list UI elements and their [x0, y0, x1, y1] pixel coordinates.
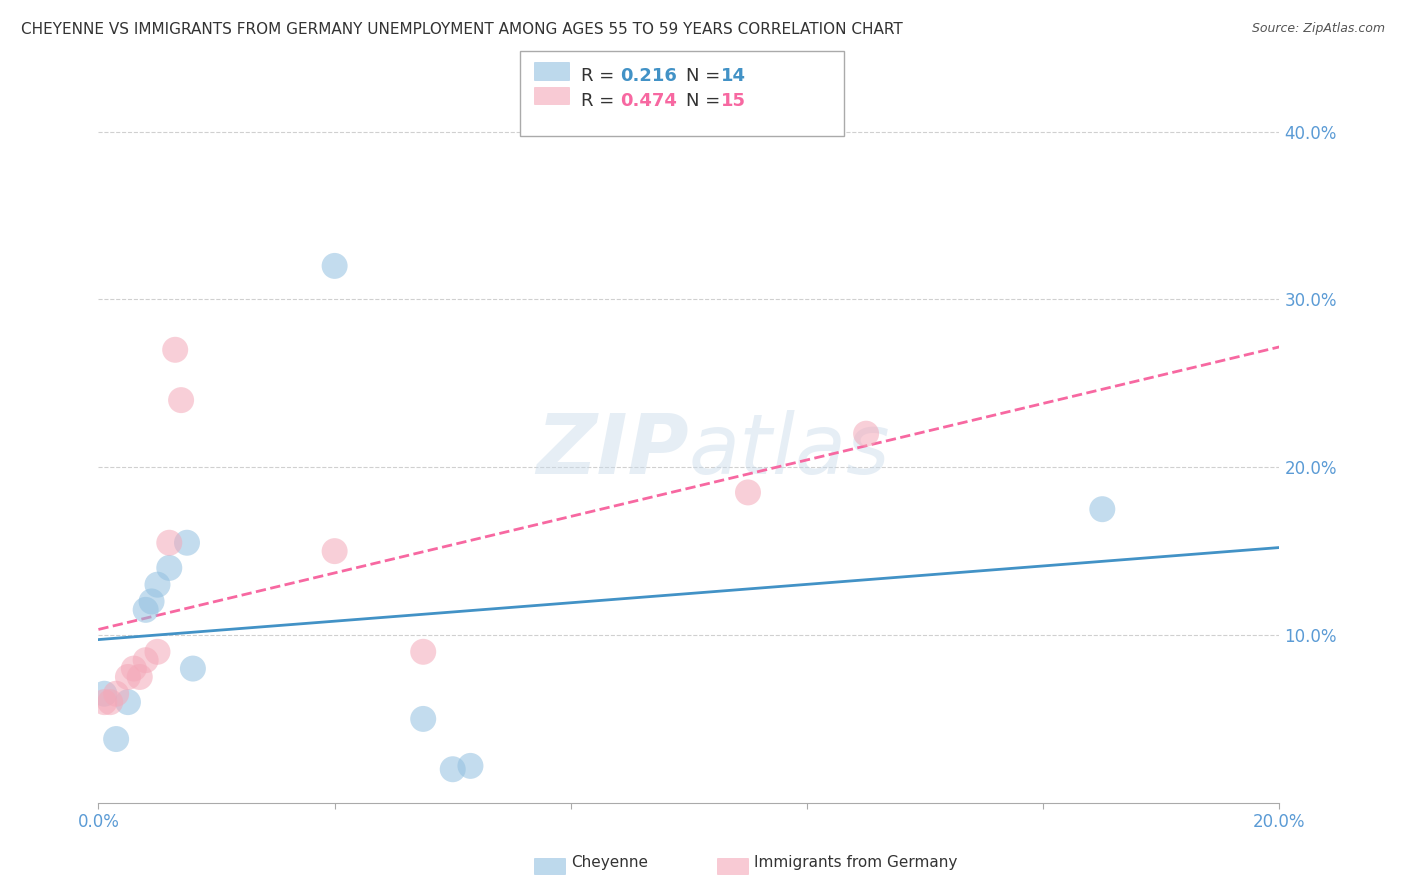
Text: N =: N =: [686, 67, 725, 85]
Text: Source: ZipAtlas.com: Source: ZipAtlas.com: [1251, 22, 1385, 36]
Text: 0.216: 0.216: [620, 67, 676, 85]
Point: [135, 603, 157, 617]
Text: 14: 14: [721, 67, 747, 85]
Text: atlas: atlas: [689, 410, 890, 491]
Point: [117, 695, 139, 709]
Point: [157, 561, 180, 575]
Point: [323, 259, 346, 273]
Point: [737, 485, 759, 500]
Text: 15: 15: [721, 92, 747, 110]
Point: [460, 759, 482, 773]
Point: [128, 670, 150, 684]
Point: [146, 577, 169, 591]
Point: [441, 762, 464, 776]
Text: 0.474: 0.474: [620, 92, 676, 110]
Point: [170, 393, 193, 408]
Point: [135, 653, 157, 667]
Point: [412, 712, 434, 726]
Point: [1091, 502, 1114, 516]
Text: R =: R =: [581, 92, 620, 110]
Text: Immigrants from Germany: Immigrants from Germany: [754, 855, 957, 870]
Text: CHEYENNE VS IMMIGRANTS FROM GERMANY UNEMPLOYMENT AMONG AGES 55 TO 59 YEARS CORRE: CHEYENNE VS IMMIGRANTS FROM GERMANY UNEM…: [21, 22, 903, 37]
Point: [181, 662, 204, 676]
Point: [98, 695, 121, 709]
Text: R =: R =: [581, 67, 620, 85]
Point: [105, 687, 128, 701]
Point: [176, 535, 198, 549]
Point: [165, 343, 187, 357]
Point: [141, 594, 163, 608]
Point: [157, 535, 180, 549]
Point: [105, 732, 128, 747]
Point: [146, 645, 169, 659]
Point: [323, 544, 346, 558]
Text: Cheyenne: Cheyenne: [571, 855, 648, 870]
Point: [93, 687, 115, 701]
Point: [855, 426, 877, 441]
Point: [122, 662, 145, 676]
Point: [117, 670, 139, 684]
Point: [93, 695, 115, 709]
Point: [412, 645, 434, 659]
Text: N =: N =: [686, 92, 725, 110]
Text: ZIP: ZIP: [536, 410, 689, 491]
